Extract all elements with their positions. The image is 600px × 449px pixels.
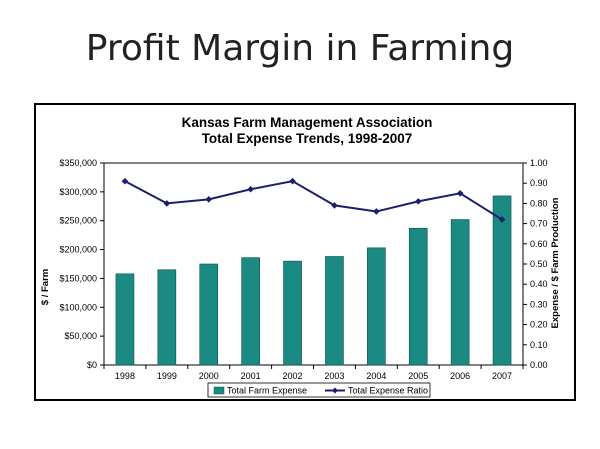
y2-axis-label: Expense / $ Farm Production xyxy=(550,197,561,328)
expense-bar xyxy=(241,257,260,366)
line-series xyxy=(121,177,506,223)
x-tick-label: 2000 xyxy=(199,371,219,381)
chart-title-line-1: Kansas Farm Management Association xyxy=(182,115,433,130)
y2-tick-label: 0.10 xyxy=(530,340,548,350)
ratio-point xyxy=(163,200,171,207)
x-tick-label: 1999 xyxy=(157,371,177,381)
legend-line-label: Total Expense Ratio xyxy=(348,386,428,396)
expense-chart: Kansas Farm Management Association Total… xyxy=(40,115,561,398)
x-tick-label: 2007 xyxy=(492,371,512,381)
expense-bar xyxy=(408,227,428,366)
ratio-point xyxy=(247,185,254,193)
y-tick-label: $150,000 xyxy=(59,273,97,283)
y2-tick-label: 0.20 xyxy=(530,320,548,330)
bar-series xyxy=(115,195,512,366)
x-tick-label: 2001 xyxy=(241,371,261,381)
ratio-point xyxy=(289,177,296,185)
ratio-point xyxy=(373,208,380,215)
y2-tick-label: 0.50 xyxy=(530,259,548,269)
y-tick-label: $350,000 xyxy=(59,158,97,168)
x-tick-label: 2005 xyxy=(408,371,428,381)
y2-tick-label: 0.40 xyxy=(530,279,548,289)
y-tick-label: $250,000 xyxy=(59,216,97,226)
legend-bar-swatch xyxy=(213,386,225,395)
y-tick-label: $300,000 xyxy=(59,187,97,197)
legend-bar-label: Total Farm Expense xyxy=(227,386,307,396)
x-tick-label: 2004 xyxy=(366,371,386,381)
y-tick-label: $200,000 xyxy=(59,245,97,255)
chart-legend: Total Farm Expense Total Expense Ratio xyxy=(207,382,431,398)
expense-bar xyxy=(450,219,470,366)
expense-bar xyxy=(157,269,177,366)
expense-bar xyxy=(492,195,512,366)
expense-bar xyxy=(367,247,386,366)
legend-box xyxy=(207,382,431,398)
y2-tick-label: 1.00 xyxy=(530,158,548,168)
y-axis-label: $ / Farm xyxy=(40,269,51,305)
legend-line-marker xyxy=(332,387,338,394)
chart-title-line-2: Total Expense Trends, 1998-2007 xyxy=(202,131,413,146)
axis-ticks: $0 $50,000 $100,000 $150,000 $200,000 $250,00… xyxy=(59,158,547,381)
y2-tick-label: 0.80 xyxy=(530,198,548,208)
y-tick-label: $0 xyxy=(87,360,97,370)
expense-bar xyxy=(199,263,219,366)
expense-bar xyxy=(115,273,135,366)
ratio-point xyxy=(205,196,213,203)
x-tick-label: 2002 xyxy=(283,371,303,381)
ratio-point xyxy=(414,198,422,205)
x-tick-label: 2006 xyxy=(450,371,470,381)
x-tick-label: 2003 xyxy=(324,371,344,381)
x-tick-label: 1998 xyxy=(115,371,135,381)
y2-tick-label: 0.90 xyxy=(530,178,548,188)
ratio-point xyxy=(121,177,129,185)
ratio-point xyxy=(498,216,506,223)
y2-tick-label: 0.70 xyxy=(530,219,548,229)
y2-tick-label: 0.30 xyxy=(530,299,548,309)
y2-tick-label: 0.00 xyxy=(530,360,548,370)
slide-title: Profit Margin in Farming xyxy=(85,28,515,69)
y-tick-label: $50,000 xyxy=(64,331,97,341)
expense-bar xyxy=(283,260,302,366)
y2-tick-label: 0.60 xyxy=(530,239,548,249)
ratio-line xyxy=(124,180,503,221)
expense-bar xyxy=(325,256,344,366)
chart-frame: Kansas Farm Management Association Total… xyxy=(34,103,576,401)
y-tick-label: $100,000 xyxy=(59,302,97,312)
